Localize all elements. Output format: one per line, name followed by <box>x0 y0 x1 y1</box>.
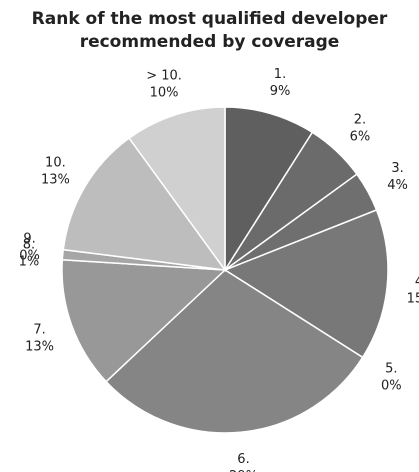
slice-percent-rank-1: 9% <box>270 84 291 99</box>
slice-label-rank-8: 8. 1% <box>19 238 40 270</box>
pie-slice-rank-11 <box>128 106 226 273</box>
slice-label-rank-5: 5. 0% <box>381 362 402 394</box>
slice-category-rank-11: > 10. <box>146 69 182 84</box>
slice-category-rank-4: 4. <box>415 275 419 290</box>
chart-title: Rank of the most qualified developer rec… <box>0 8 419 54</box>
slice-percent-rank-5: 0% <box>381 379 402 394</box>
slice-label-rank-11: > 10. 10% <box>146 69 182 101</box>
slice-percent-rank-8: 1% <box>19 255 40 270</box>
slice-category-rank-9: 9. <box>23 231 35 246</box>
slice-percent-rank-3: 4% <box>387 178 408 193</box>
slice-category-rank-7: 7. <box>33 323 45 338</box>
slice-label-rank-6: 6. 29% <box>229 452 258 472</box>
slice-percent-rank-10: 13% <box>41 173 70 188</box>
slice-category-rank-2: 2. <box>354 112 366 127</box>
slice-label-rank-1: 1. 9% <box>270 67 291 99</box>
pie-slice-rank-6 <box>105 269 364 434</box>
pie-slice-rank-7 <box>61 258 227 383</box>
pie-slice-rank-4 <box>223 209 389 359</box>
pie-slice-rank-10 <box>62 137 227 271</box>
slice-category-rank-3: 3. <box>391 161 403 176</box>
slice-label-rank-3: 3. 4% <box>387 161 408 193</box>
slice-percent-rank-4: 15% <box>407 292 419 307</box>
slice-category-rank-5: 5. <box>385 362 397 377</box>
slice-label-rank-2: 2. 6% <box>350 112 371 144</box>
slice-label-rank-7: 7. 13% <box>25 323 54 355</box>
chart-title-line-1: Rank of the most qualified developer <box>31 9 388 29</box>
slice-percent-rank-9: 0% <box>19 248 40 263</box>
slice-percent-rank-6: 29% <box>229 469 258 472</box>
slice-category-rank-1: 1. <box>274 67 286 82</box>
slice-percent-rank-2: 6% <box>350 129 371 144</box>
slice-category-rank-6: 6. <box>237 452 249 467</box>
slice-label-rank-9: 9. 0% <box>19 231 40 263</box>
slice-label-rank-4: 4.15% <box>407 275 419 307</box>
slice-category-rank-8: 8. <box>23 238 35 253</box>
slice-percent-rank-7: 13% <box>25 340 54 355</box>
slice-label-rank-10: 10. 13% <box>41 156 70 188</box>
chart-title-line-2: recommended by coverage <box>79 32 340 52</box>
slice-percent-rank-11: 10% <box>150 86 179 101</box>
pie-slice-rank-1 <box>224 106 314 273</box>
slice-category-rank-10: 10. <box>45 156 66 171</box>
